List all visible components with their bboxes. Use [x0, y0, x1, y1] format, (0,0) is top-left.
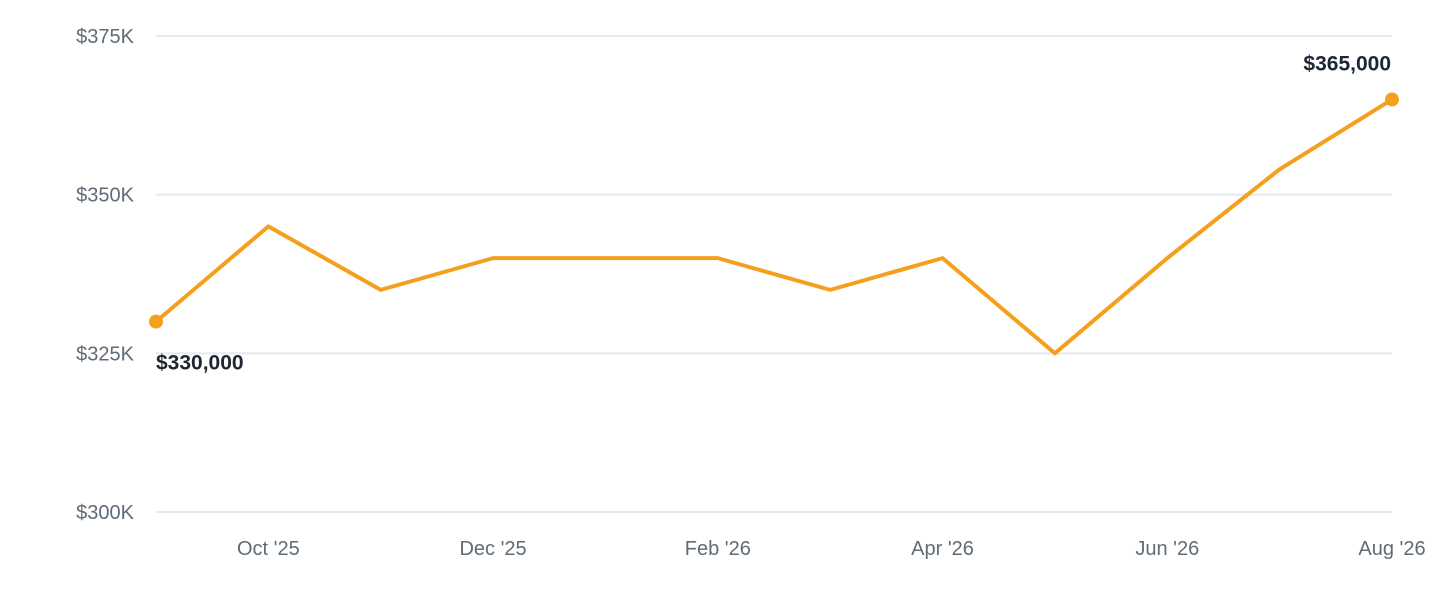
- series-line: [154, 97, 1394, 356]
- end-value-label: $365,000: [1303, 52, 1391, 75]
- grid-layer: [156, 35, 1392, 513]
- x-axis: Oct '25 Dec '25 Feb '26 Apr '26 Jun '26 Aug '…: [237, 538, 1426, 560]
- y-axis: $300K $325K $350K $375K: [76, 26, 134, 524]
- start-value-label: $330,000: [156, 352, 244, 375]
- x-tick-label: Oct '25: [237, 538, 300, 560]
- endpoint-labels: $330,000 $365,000: [156, 52, 1391, 374]
- x-tick-label: Aug '26: [1358, 538, 1425, 560]
- y-tick-label: $350K: [76, 185, 134, 207]
- end-point-marker: [1385, 92, 1399, 107]
- y-tick-label: $325K: [76, 343, 134, 365]
- x-tick-label: Jun '26: [1135, 538, 1199, 560]
- y-tick-label: $300K: [76, 502, 134, 524]
- x-tick-label: Apr '26: [911, 538, 974, 560]
- x-tick-label: Feb '26: [685, 538, 751, 560]
- x-tick-label: Dec '25: [459, 538, 526, 560]
- start-point-marker: [149, 314, 163, 329]
- series-layer: [149, 92, 1399, 356]
- y-tick-label: $375K: [76, 26, 134, 48]
